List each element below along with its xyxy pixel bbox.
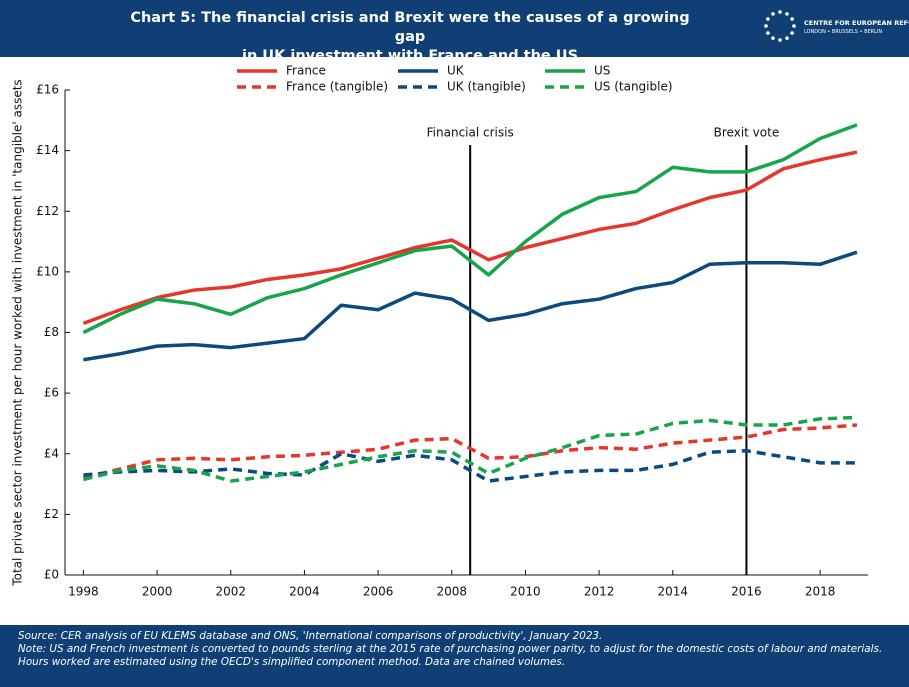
star — [771, 12, 775, 16]
logo-stars — [764, 10, 796, 42]
star — [771, 36, 775, 40]
series-line — [82, 415, 858, 483]
series-line — [82, 150, 858, 326]
x-tick-label: 2018 — [805, 585, 836, 599]
star — [790, 31, 794, 35]
title-line: in UK investment with France and the US — [241, 48, 579, 64]
star — [778, 10, 782, 14]
x-tick-label: 2010 — [510, 585, 541, 599]
logo-cities: LONDON • BRUSSELS • BERLIN — [804, 29, 883, 35]
star — [766, 17, 770, 21]
star — [785, 36, 789, 40]
star — [778, 38, 782, 42]
annotation: Financial crisis — [427, 126, 514, 140]
logo-name: CENTRE FOR EUROPEAN REFORM — [804, 19, 909, 27]
y-tick-label: £10 — [36, 264, 59, 278]
star — [790, 17, 794, 21]
series-line — [82, 123, 858, 335]
annotation: Brexit vote — [714, 126, 780, 140]
legend-label: France (tangible) — [286, 80, 388, 94]
x-tick-label: 2000 — [142, 585, 173, 599]
legend-label: UK — [447, 64, 465, 78]
star — [792, 24, 796, 28]
legend-label: UK (tangible) — [447, 80, 526, 94]
legend-label: US (tangible) — [594, 80, 673, 94]
y-tick-label: £16 — [36, 83, 59, 97]
x-tick-label: 2004 — [289, 585, 320, 599]
x-tick-label: 1998 — [68, 585, 99, 599]
series-line — [83, 250, 858, 362]
legend-label: France — [286, 64, 326, 78]
series-line — [82, 423, 858, 480]
footer: Source: CER analysis of EU KLEMS databas… — [0, 625, 909, 687]
source: Source: CER analysis of EU KLEMS databas… — [18, 630, 603, 642]
y-tick-label: £8 — [44, 325, 59, 339]
title-line: Chart 5: The financial crisis and Brexit… — [130, 10, 690, 45]
x-tick-label: 2002 — [215, 585, 246, 599]
y-axis-label: Total private sector investment per hour… — [11, 79, 25, 586]
y-tick-label: £2 — [44, 507, 59, 521]
y-tick-label: £4 — [44, 446, 59, 460]
chart: £0 £2 £4 £6 £8 £10 £12 £14 £16 1998 2000 2002 2004 20… — [11, 64, 868, 599]
note: Note: US and French investment is conver… — [18, 643, 883, 668]
legend-label: US — [594, 64, 610, 78]
y-tick-label: £0 — [44, 568, 59, 582]
star — [764, 24, 768, 28]
header: Chart 5: The financial crisis and Brexit… — [0, 0, 909, 64]
x-tick-label: 2006 — [363, 585, 394, 599]
y-tick-label: £14 — [36, 143, 59, 157]
x-tick-label: 2014 — [658, 585, 689, 599]
x-tick-label: 2008 — [436, 585, 467, 599]
star — [766, 31, 770, 35]
star — [785, 12, 789, 16]
logo: CENTRE FOR EUROPEAN REFORM LONDON • BRUS… — [760, 6, 909, 50]
series-line — [83, 448, 857, 483]
x-tick-label: 2012 — [584, 585, 615, 599]
y-tick-label: £6 — [44, 386, 59, 400]
chart-title: Chart 5: The financial crisis and Brexit… — [120, 9, 700, 66]
x-tick-label: 2016 — [731, 585, 762, 599]
y-tick-label: £12 — [36, 204, 59, 218]
